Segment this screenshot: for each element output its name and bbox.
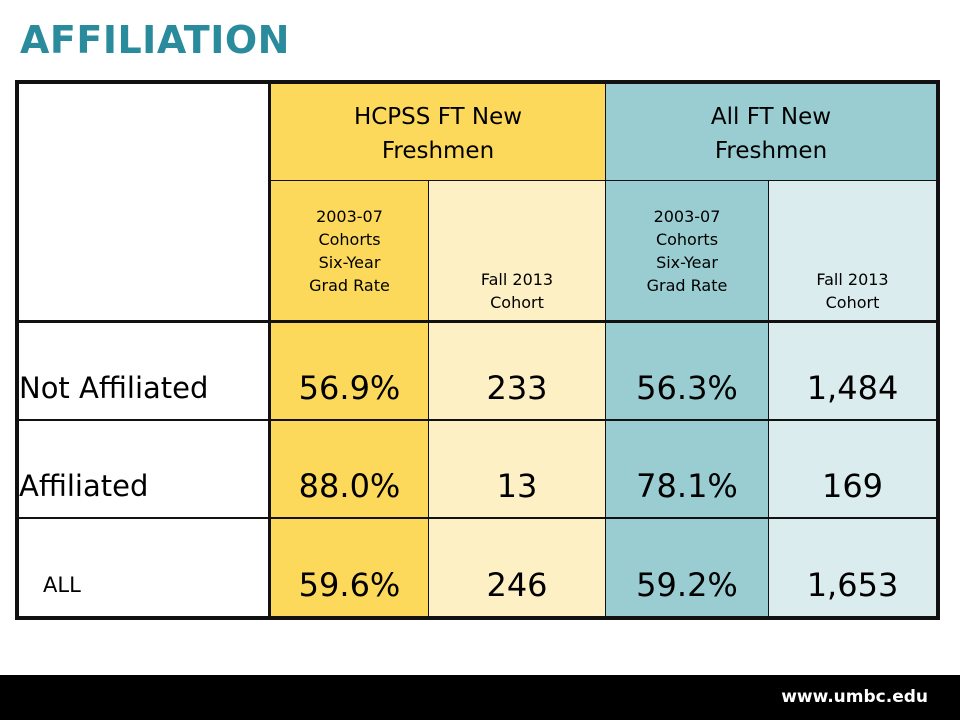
cell-value: 59.6%: [298, 565, 401, 604]
subheader-hcpss-grad-rate-label: 2003-07 Cohorts Six-Year Grad Rate: [309, 206, 390, 295]
cell-value: 88.0%: [298, 467, 401, 505]
table-cell: 59.2%: [606, 519, 768, 616]
subheader-hcpss-cohort-label: Fall 2013 Cohort: [480, 270, 554, 312]
table-cell: 233: [429, 323, 605, 419]
cell-value: 56.9%: [298, 369, 401, 407]
row-label-text: Not Affiliated: [19, 371, 209, 405]
corner-cell: [19, 84, 268, 320]
group-header-all: All FT New Freshmen: [606, 84, 936, 180]
cell-value: 13: [496, 467, 538, 505]
subheader-all-grad-rate-label: 2003-07 Cohorts Six-Year Grad Rate: [646, 206, 728, 295]
footer-url: www.umbc.edu: [781, 687, 928, 707]
subheader-hcpss-cohort: Fall 2013 Cohort: [429, 181, 605, 320]
page-title: AFFILIATION: [20, 18, 290, 62]
cell-value: 169: [821, 467, 884, 505]
table-cell: 169: [769, 421, 936, 517]
table-cell: 56.9%: [271, 323, 428, 419]
table-cell: 56.3%: [606, 323, 768, 419]
table-cell: 88.0%: [271, 421, 428, 517]
group-header-hcpss-label: HCPSS FT New Freshmen: [353, 104, 523, 164]
group-header-all-label: All FT New Freshmen: [710, 104, 832, 164]
affiliation-table: HCPSS FT New Freshmen All FT New Freshme…: [15, 80, 940, 620]
cell-value: 246: [486, 565, 548, 604]
cell-value: 78.1%: [636, 467, 738, 505]
cell-value: 1,484: [806, 369, 899, 407]
subheader-all-cohort-label: Fall 2013 Cohort: [816, 270, 889, 312]
row-label-text: Affiliated: [19, 469, 149, 503]
group-header-hcpss: HCPSS FT New Freshmen: [271, 84, 605, 180]
subheader-all-grad-rate: 2003-07 Cohorts Six-Year Grad Rate: [606, 181, 768, 320]
subheader-all-cohort: Fall 2013 Cohort: [769, 181, 936, 320]
table-cell: 13: [429, 421, 605, 517]
table-cell: 1,484: [769, 323, 936, 419]
subheader-hcpss-grad-rate: 2003-07 Cohorts Six-Year Grad Rate: [271, 181, 428, 320]
table-cell: 78.1%: [606, 421, 768, 517]
cell-value: 233: [486, 369, 548, 407]
row-label-text: ALL: [43, 572, 81, 597]
footer-bar: www.umbc.edu: [0, 675, 960, 720]
row-label-not-affiliated: Not Affiliated: [19, 323, 268, 419]
cell-value: 1,653: [806, 565, 899, 604]
cell-value: 56.3%: [636, 369, 738, 407]
table-cell: 246: [429, 519, 605, 616]
row-label-all: ALL: [19, 519, 268, 616]
row-label-affiliated: Affiliated: [19, 421, 268, 517]
table-cell: 1,653: [769, 519, 936, 616]
cell-value: 59.2%: [636, 565, 738, 604]
table-cell: 59.6%: [271, 519, 428, 616]
